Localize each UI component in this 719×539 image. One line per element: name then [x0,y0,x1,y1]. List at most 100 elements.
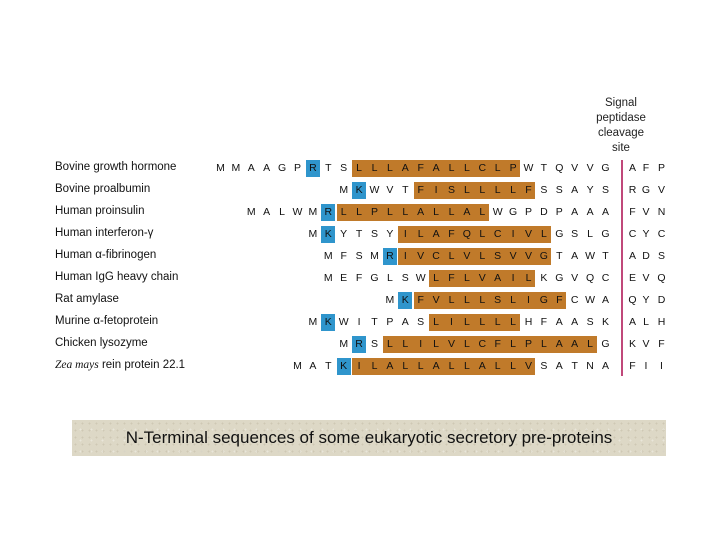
signal-residue: G [370,272,379,284]
signal-residue: N [586,360,594,372]
signal-residue: G [601,228,610,240]
sequence-label: Human α-fibrinogen [55,249,157,261]
signal-residue: G [555,228,564,240]
signal-residue: V [463,250,471,262]
signal-residue: S [447,184,455,196]
signal-residue: T [540,162,548,174]
signal-residue: T [325,162,332,174]
signal-residue: M [308,228,318,240]
signal-residue: E [340,272,348,284]
mature-residue: I [644,360,648,372]
mature-residue: S [657,250,665,262]
signal-residue: L [494,162,501,174]
sequence-label: Murine α-fetoprotein [55,315,159,327]
signal-residue: A [401,162,409,174]
signal-residue: L [386,338,393,350]
signal-residue: I [403,228,407,240]
mature-residue: A [628,250,636,262]
signal-residue: T [402,184,409,196]
signal-residue: L [386,162,393,174]
signal-residue: S [494,294,502,306]
signal-residue: L [510,360,517,372]
signal-residue: V [478,272,486,284]
signal-residue: L [525,272,532,284]
signal-residue: A [478,360,486,372]
signal-residue: T [602,250,609,262]
signal-residue: V [417,250,425,262]
signal-residue: L [402,206,409,218]
signal-residue: L [479,316,486,328]
sequence-label: Bovine proalbumin [55,183,151,195]
basic-residue-highlight [321,226,336,243]
basic-residue-highlight [398,292,413,309]
basic-residue-highlight [382,248,397,265]
mature-residue: N [657,206,666,218]
signal-residue: L [540,338,547,350]
signal-residue: K [324,316,332,328]
signal-residue: R [386,250,394,262]
signal-residue: K [324,228,332,240]
signal-residue: I [450,316,453,328]
mature-residue: Q [657,272,666,284]
signal-residue: A [601,294,609,306]
mature-residue: F [629,206,636,218]
signal-residue: A [571,184,579,196]
signal-residue: G [539,294,548,306]
signal-residue: P [524,206,532,218]
signal-residue: G [555,272,564,284]
signal-residue: F [540,316,548,328]
signal-residue: L [402,360,409,372]
signal-residue: F [417,184,424,196]
signal-residue: L [587,228,594,240]
signal-residue: Y [340,228,348,240]
signal-residue: A [401,316,409,328]
signal-residue: V [386,184,394,196]
signal-residue: L [479,250,486,262]
signal-residue: K [401,294,409,306]
signal-residue: L [510,294,517,306]
mature-residue: V [642,272,650,284]
signal-residue: V [524,250,532,262]
signal-residue: F [448,228,455,240]
signal-residue: A [463,206,471,218]
signal-residue: L [494,184,501,196]
signal-residue: I [511,272,515,284]
mature-residue: V [642,206,650,218]
mature-residue: A [628,316,636,328]
hydrophobic-core-highlight [352,160,521,177]
signal-residue: C [432,250,440,262]
signal-residue: L [448,294,455,306]
signal-residue: S [494,250,502,262]
signal-residue: L [279,206,286,218]
signal-residue: F [340,250,347,262]
signal-residue: W [338,316,349,328]
signal-residue: T [325,360,332,372]
signal-residue: S [571,228,579,240]
signal-residue: L [479,184,486,196]
signal-residue: L [463,338,470,350]
mature-residue: I [660,360,663,372]
signal-residue: L [510,184,517,196]
signal-residue: H [524,316,533,328]
protein-name: rein protein 22.1 [98,359,186,371]
signal-residue: V [447,338,455,350]
signal-residue: L [463,162,470,174]
signal-residue: L [340,206,347,218]
signal-residue: P [370,206,378,218]
basic-residue-highlight [305,160,320,177]
signal-residue: W [523,162,534,174]
signal-residue: M [246,206,256,218]
signal-residue: W [492,206,503,218]
signal-residue: M [370,250,379,262]
signal-residue: S [417,316,425,328]
signal-residue: L [417,360,424,372]
signal-residue: A [263,162,271,174]
signal-residue: V [586,162,594,174]
signal-residue: F [448,272,455,284]
signal-residue: I [403,250,407,262]
signal-residue: R [309,162,317,174]
signal-residue: A [586,206,594,218]
signal-residue: W [369,184,380,196]
signal-residue: A [263,206,271,218]
signal-residue: L [494,360,501,372]
